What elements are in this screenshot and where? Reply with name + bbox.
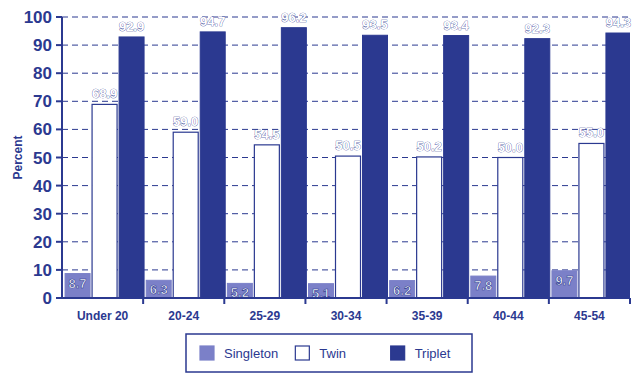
y-tick-label: 90 (33, 36, 52, 55)
data-label: 50.0 (498, 140, 523, 155)
bars (65, 28, 630, 298)
data-label: 9.7 (555, 273, 573, 288)
bar (606, 33, 630, 298)
data-label: 93.5 (362, 17, 387, 32)
y-tick-label: 30 (33, 205, 52, 224)
legend-swatch (200, 346, 214, 360)
chart: 0102030405060708090100Percent8.768.968.9… (0, 0, 635, 377)
y-tick-label: 60 (33, 120, 52, 139)
x-tick-label: 40-44 (493, 309, 524, 323)
data-label: 93.4 (443, 18, 469, 33)
legend-label: Singleton (224, 346, 278, 361)
y-tick-label: 80 (33, 64, 52, 83)
data-label: 92.9 (119, 19, 144, 34)
data-label: 50.2 (416, 139, 441, 154)
data-label: 68.9 (92, 86, 117, 101)
legend: Singleton Twin Triplet (186, 334, 472, 372)
x-tick-label: 30-34 (331, 309, 362, 323)
grid-line (62, 17, 630, 18)
bar (444, 36, 469, 298)
data-label: 94.7 (200, 14, 225, 29)
bar (498, 158, 523, 299)
y-tick-label: 70 (33, 92, 52, 111)
y-tick-label: 40 (33, 177, 52, 196)
bar (417, 157, 442, 298)
bar (92, 104, 117, 298)
bar (525, 39, 550, 298)
bar (579, 143, 604, 298)
data-label: 54.5 (254, 127, 279, 142)
bar (173, 132, 198, 298)
y-tick-label: 50 (33, 149, 52, 168)
x-tick-label: Under 20 (77, 309, 129, 323)
data-label: 94.3 (606, 15, 631, 30)
data-labels: 8.768.968.992.992.96.359.059.094.794.75.… (69, 10, 632, 301)
y-tick-label: 100 (24, 8, 52, 27)
bar (65, 274, 90, 298)
data-label: 55.0 (579, 125, 604, 140)
data-label: 6.3 (150, 282, 168, 297)
bar (552, 271, 577, 298)
bar (471, 276, 496, 298)
bar (146, 280, 171, 298)
data-label: 96.2 (281, 10, 306, 25)
data-label: 8.7 (69, 276, 87, 291)
y-axis (61, 17, 63, 298)
legend-box (186, 334, 472, 372)
legend-label: Triplet (415, 346, 451, 361)
x-tick-label: 25-29 (250, 309, 281, 323)
y-axis-label: Percent (11, 135, 25, 179)
bar (363, 35, 388, 298)
data-label: 7.8 (474, 278, 492, 293)
x-tick-label: 20-24 (168, 309, 199, 323)
bar (336, 156, 361, 298)
data-label: 59.0 (173, 114, 198, 129)
legend-label: Twin (319, 346, 346, 361)
data-label: 50.5 (335, 138, 360, 153)
bar (119, 37, 144, 298)
y-tick-label: 0 (43, 289, 52, 308)
grid-line (62, 298, 630, 299)
legend-swatch (391, 346, 405, 360)
bar (281, 28, 306, 298)
data-label: 92.3 (525, 21, 550, 36)
bar (390, 281, 415, 298)
bar (254, 145, 279, 298)
y-tick-label: 20 (33, 233, 52, 252)
legend-swatch (295, 346, 309, 360)
x-tick-label: 45-54 (574, 309, 605, 323)
x-tick-label: 35-39 (412, 309, 443, 323)
bar (200, 32, 225, 298)
x-axis (62, 297, 630, 299)
data-label: 6.2 (393, 283, 411, 298)
y-tick-label: 10 (33, 261, 52, 280)
